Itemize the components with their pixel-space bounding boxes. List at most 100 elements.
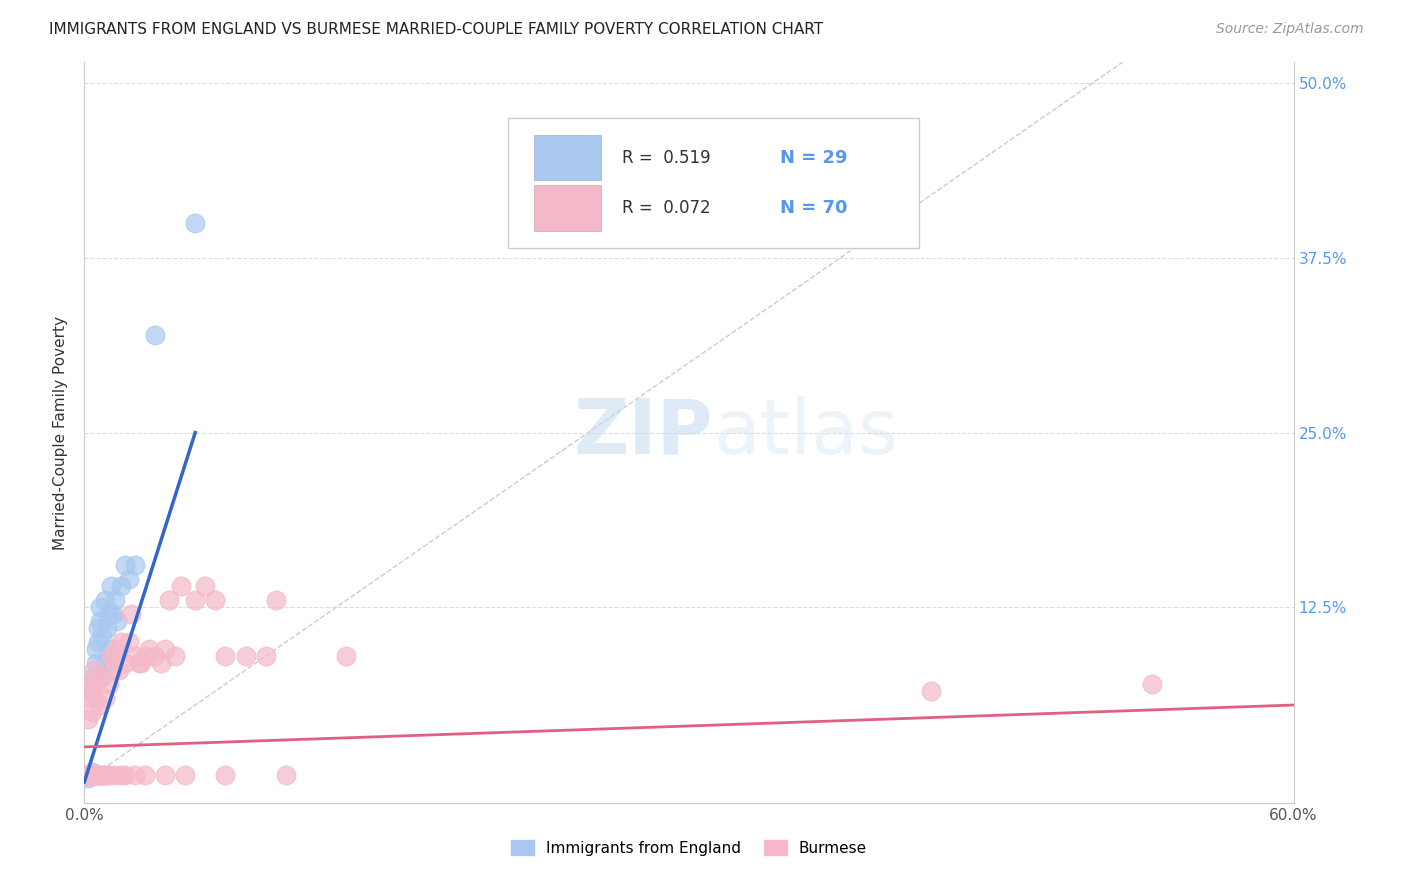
Text: atlas: atlas [713,396,898,469]
Text: N = 70: N = 70 [780,199,848,217]
Point [89,614,111,628]
Point [214,649,236,664]
Point [107,663,129,677]
Point [134,768,156,782]
Point [104,649,127,664]
Point [118,635,141,649]
Point [93,656,115,670]
Point [83,670,105,684]
Point [82,768,104,782]
Point [79,768,101,782]
Point [110,579,132,593]
Point [214,768,236,782]
Point [86,677,108,691]
Point [83,768,105,782]
Point [129,656,152,670]
Point [83,691,105,706]
Point [120,607,142,622]
Text: ZIP: ZIP [574,396,713,469]
Point [170,579,193,593]
Point [110,768,132,782]
Text: IMMIGRANTS FROM ENGLAND VS BURMESE MARRIED-COUPLE FAMILY POVERTY CORRELATION CHA: IMMIGRANTS FROM ENGLAND VS BURMESE MARRI… [49,22,824,37]
Point [264,593,287,607]
Point [87,621,110,635]
Point [274,768,297,782]
Point [204,593,226,607]
Point [104,593,127,607]
Legend: Immigrants from England, Burmese: Immigrants from England, Burmese [505,834,873,862]
Point [194,579,217,593]
Point [75,768,97,782]
Point [100,579,122,593]
Point [79,691,101,706]
Point [86,768,108,782]
Point [93,593,115,607]
Point [77,712,100,726]
Point [91,768,114,782]
Y-axis label: Married-Couple Family Poverty: Married-Couple Family Poverty [53,316,69,549]
Point [79,768,101,782]
Point [96,768,118,782]
Point [89,768,111,782]
Point [104,768,127,782]
Point [87,768,110,782]
Point [93,768,115,782]
Point [138,642,160,657]
Point [97,642,120,657]
Point [165,649,187,664]
Point [86,642,108,657]
Point [82,677,104,691]
Point [77,771,100,785]
Point [143,327,166,342]
Point [79,768,101,782]
Point [82,765,104,780]
Point [174,768,197,782]
Point [101,607,124,622]
Point [82,768,104,782]
Point [89,768,111,782]
Point [82,684,104,698]
Point [105,614,128,628]
Point [114,768,136,782]
Point [83,768,105,782]
Point [86,768,108,782]
Point [153,642,176,657]
Point [89,600,111,615]
Point [97,677,120,691]
Point [89,698,111,712]
Point [83,768,105,782]
Point [254,649,277,664]
Point [124,558,146,573]
Point [97,607,120,622]
Point [335,649,357,664]
Point [235,649,257,664]
Text: N = 29: N = 29 [780,148,848,167]
Bar [534,185,600,231]
Text: Source: ZipAtlas.com: Source: ZipAtlas.com [1216,22,1364,37]
Point [87,635,110,649]
Point [920,684,942,698]
Point [93,768,115,782]
Point [128,656,150,670]
Point [114,558,136,573]
Point [124,649,146,664]
Point [184,216,207,230]
Point [149,656,172,670]
Point [83,663,105,677]
Point [100,649,122,664]
FancyBboxPatch shape [508,118,918,247]
Point [91,628,114,642]
Point [105,642,128,657]
Point [96,621,118,635]
Point [79,677,101,691]
Point [1142,677,1164,691]
Point [93,691,115,706]
Text: R =  0.519: R = 0.519 [623,148,711,167]
Point [118,572,141,586]
Point [77,768,100,782]
Point [114,656,136,670]
Point [124,768,146,782]
Point [86,656,108,670]
Point [77,768,100,782]
Point [134,649,156,664]
